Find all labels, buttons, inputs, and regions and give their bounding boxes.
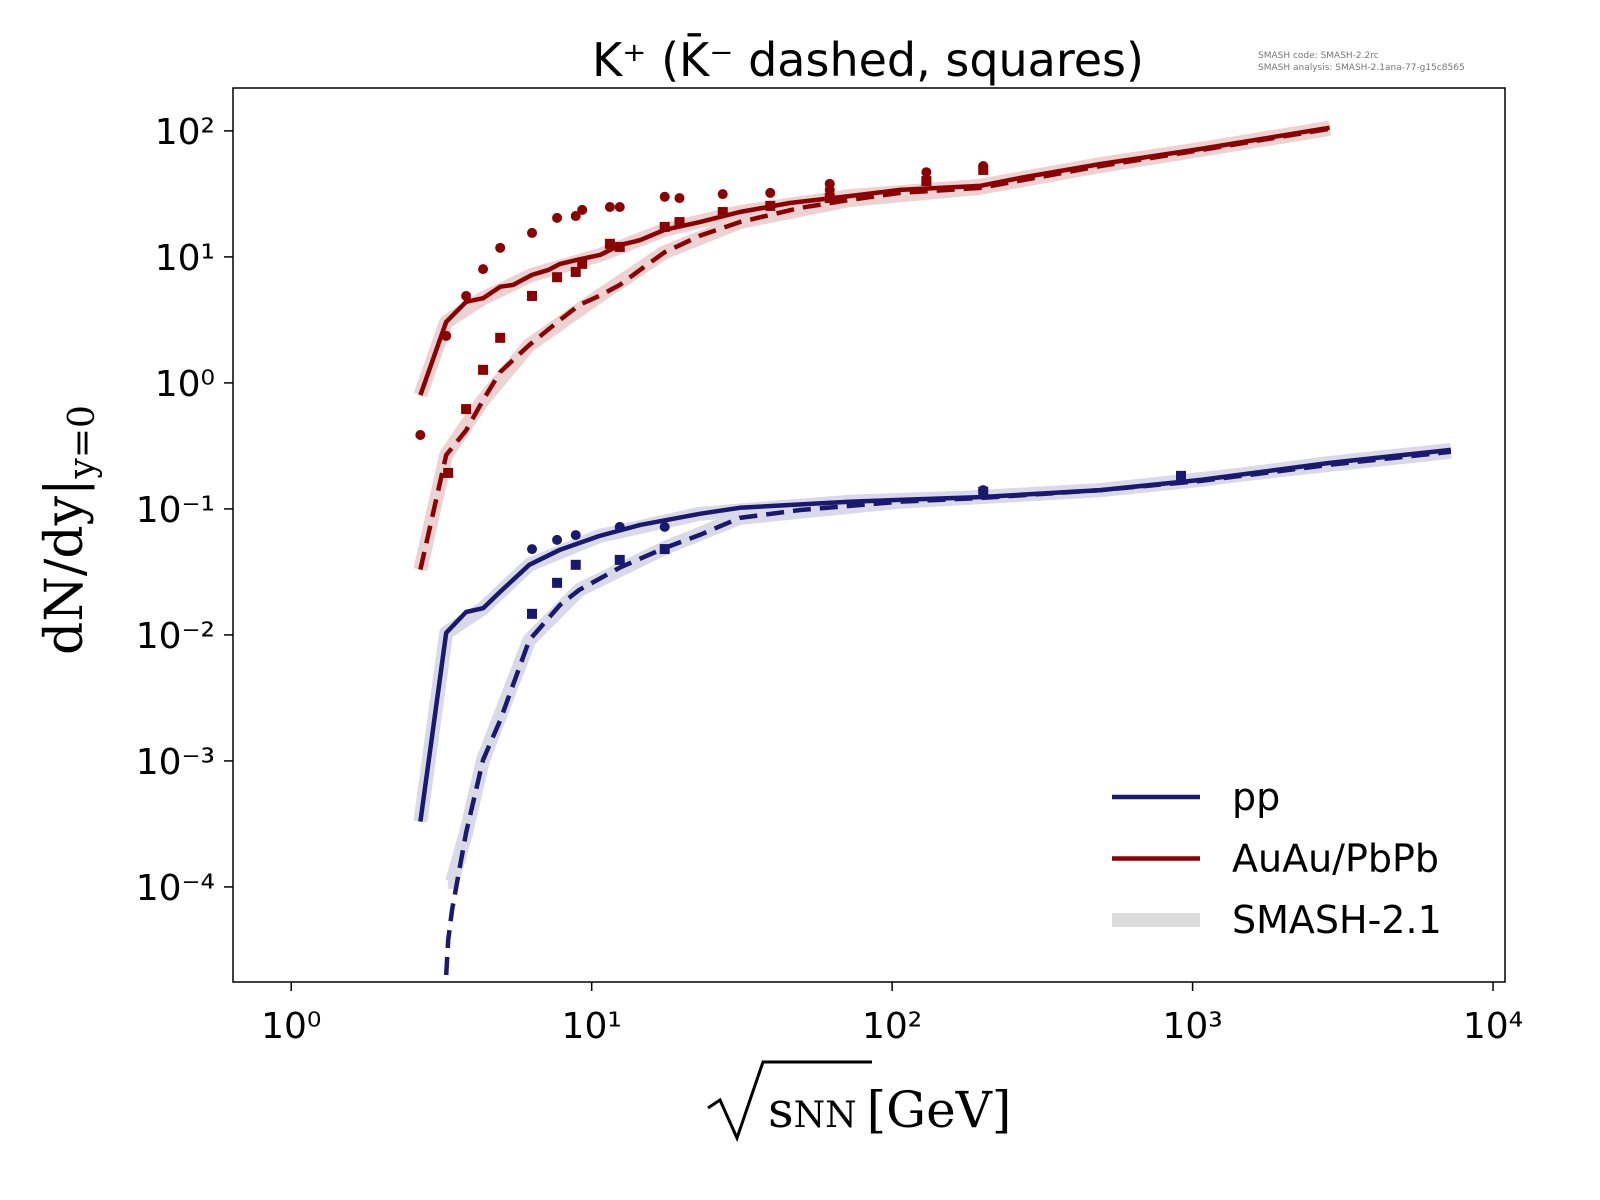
x-label-root: s xyxy=(768,1081,794,1139)
data-point xyxy=(978,486,989,497)
y-tick-label: 10² xyxy=(155,112,215,153)
data-point xyxy=(552,272,563,283)
plot-area xyxy=(413,120,1452,976)
data-point xyxy=(443,467,454,478)
data-point xyxy=(674,193,685,204)
data-point xyxy=(604,238,615,249)
data-point xyxy=(527,544,538,555)
legend-label: AuAu/PbPb xyxy=(1232,837,1439,881)
data-point xyxy=(552,534,563,545)
data-point xyxy=(570,266,581,277)
data-point xyxy=(614,201,625,212)
data-point xyxy=(824,184,835,195)
data-point xyxy=(614,241,625,252)
data-point xyxy=(415,430,426,441)
data-point xyxy=(552,577,563,588)
x-label-sub: NN xyxy=(794,1095,857,1136)
data-point xyxy=(674,217,685,228)
data-point xyxy=(495,242,506,253)
data-point xyxy=(604,201,615,212)
x-axis-label: sNN [GeV] xyxy=(768,1081,1011,1139)
data-point xyxy=(614,554,625,565)
data-point xyxy=(570,211,581,222)
x-tick-label: 10² xyxy=(862,1006,922,1047)
y-tick-label: 10⁰ xyxy=(155,364,215,405)
y-tick-label: 10⁻¹ xyxy=(136,490,215,531)
data-point xyxy=(659,191,670,202)
data-point xyxy=(527,227,538,238)
data-point xyxy=(614,521,625,532)
sqrt-sign xyxy=(707,1060,872,1143)
x-tick-label: 10⁰ xyxy=(261,1006,321,1047)
data-point xyxy=(495,332,506,343)
y-tick-label: 10⁻⁴ xyxy=(136,868,215,909)
data-point xyxy=(577,204,588,215)
data-point xyxy=(921,176,932,187)
model-band xyxy=(445,444,1452,889)
data-point xyxy=(824,193,835,204)
model-line xyxy=(418,126,1331,571)
y-tick-label: 10⁻² xyxy=(136,616,215,657)
data-point xyxy=(1175,470,1186,481)
data-point xyxy=(461,290,472,301)
y-label-main: dN/dy| xyxy=(35,478,95,655)
model-line xyxy=(418,125,1331,396)
data-point xyxy=(527,290,538,301)
data-point xyxy=(921,167,932,178)
y-label-sub: y=0 xyxy=(62,405,103,479)
x-tick-label: 10³ xyxy=(1162,1006,1222,1047)
data-point xyxy=(570,559,581,570)
legend-label: SMASH-2.1 xyxy=(1232,898,1442,942)
model-band xyxy=(413,120,1331,398)
data-point xyxy=(552,212,563,223)
data-point xyxy=(478,264,489,275)
x-label-unit: [GeV] xyxy=(867,1081,1012,1139)
data-point xyxy=(577,258,588,269)
y-tick-label: 10⁻³ xyxy=(136,742,215,783)
data-point xyxy=(570,530,581,541)
annotation: SMASH code: SMASH-2.2rc xyxy=(1258,51,1379,61)
annotation: SMASH analysis: SMASH-2.1ana-77-g15c8565 xyxy=(1258,63,1465,73)
data-point xyxy=(478,364,489,375)
data-point xyxy=(461,404,472,415)
legend-label: pp xyxy=(1232,775,1280,819)
model-line xyxy=(443,449,1452,976)
data-point xyxy=(717,207,728,218)
data-point xyxy=(527,608,538,619)
data-point xyxy=(659,521,670,532)
data-point xyxy=(765,187,776,198)
data-point xyxy=(659,544,670,555)
x-tick-label: 10¹ xyxy=(562,1006,622,1047)
data-point xyxy=(659,221,670,232)
data-point xyxy=(765,200,776,211)
plot-frame xyxy=(232,87,1506,983)
x-tick-label: 10⁴ xyxy=(1463,1006,1523,1047)
y-tick-label: 10¹ xyxy=(155,238,215,279)
y-axis-label: dN/dy|y=0 xyxy=(35,405,103,655)
data-point xyxy=(441,330,452,341)
data-point xyxy=(717,189,728,200)
chart-title: K⁺ (K̄⁻ dashed, squares) xyxy=(592,33,1144,87)
data-point xyxy=(978,164,989,175)
